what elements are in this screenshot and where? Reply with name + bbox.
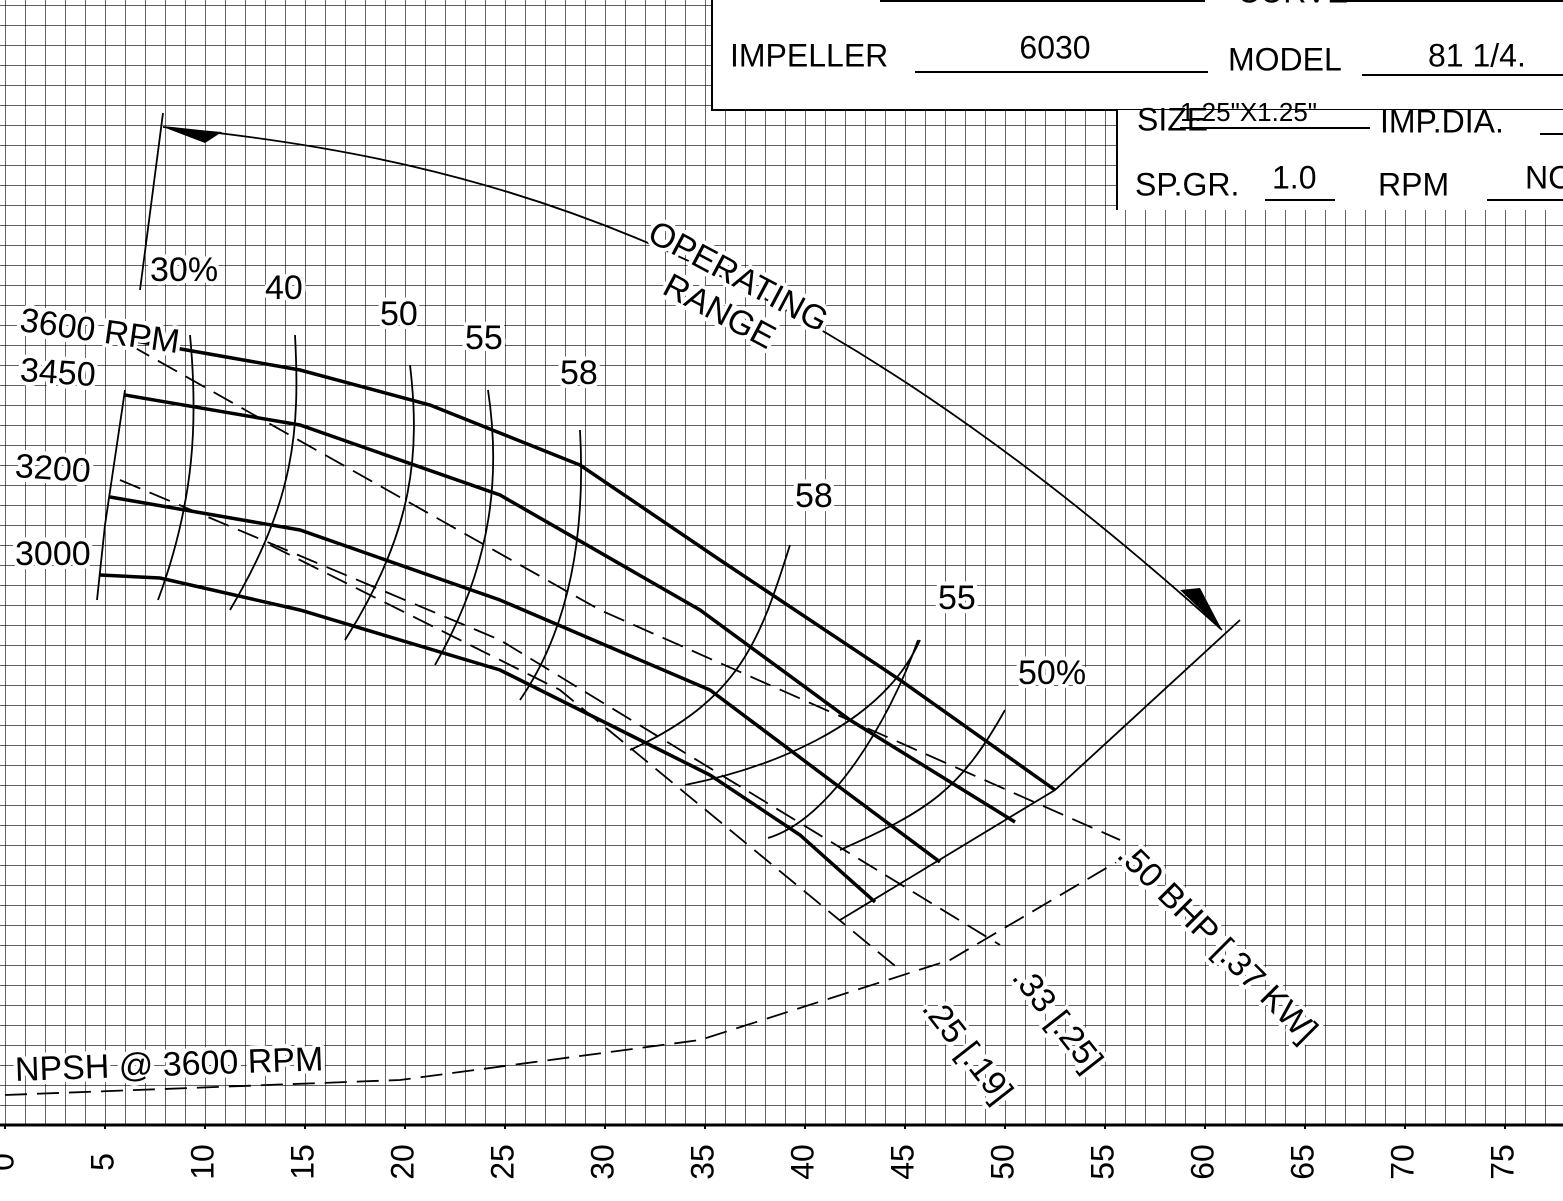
- end-of-curve: [839, 619, 1241, 921]
- contour: [229, 334, 298, 611]
- label: IMP.DIA.: [1380, 103, 1504, 139]
- title-box: [1117, 110, 1563, 210]
- label: SP.GR.: [1135, 166, 1239, 202]
- efficiency-contours: [96, 112, 1241, 921]
- series-line: [99, 573, 877, 904]
- contour: [434, 389, 495, 666]
- value: NC: [1525, 159, 1563, 195]
- x-tick-label: 75: [1484, 1144, 1520, 1180]
- contour: [767, 639, 919, 839]
- series-line: [4, 859, 1121, 1096]
- x-tick-label: 50: [984, 1144, 1020, 1180]
- title-block: CURVE IMPELLER 6030 MODEL 81 1/4. SIZE 1…: [711, 0, 1563, 210]
- annotation: 55: [465, 319, 503, 357]
- value: 1.0: [1272, 159, 1316, 195]
- annotation: 40: [265, 269, 303, 307]
- series-line: [124, 393, 1016, 824]
- label: RPM: [1378, 166, 1449, 202]
- annotation: 3000: [15, 535, 91, 573]
- value: 1.25"X1.25": [1180, 97, 1317, 127]
- series-line: [269, 544, 901, 971]
- contour: [344, 364, 415, 641]
- x-tick-label: 30: [584, 1144, 620, 1180]
- label: CURVE: [1237, 0, 1348, 9]
- x-tick-label: 55: [1084, 1144, 1120, 1180]
- plot: [4, 338, 1506, 1129]
- annotation: 3450: [19, 351, 97, 394]
- value: 6030: [1019, 29, 1090, 65]
- annotation: 3200: [14, 447, 92, 490]
- series-line: [119, 479, 1001, 946]
- label: IMPELLER: [730, 37, 888, 73]
- x-tick-label: 15: [284, 1144, 320, 1180]
- x-tick-label: 65: [1284, 1144, 1320, 1180]
- contour: [839, 709, 1006, 851]
- annotation: NPSH @ 3600 RPM: [14, 1040, 324, 1089]
- annotation: 30%: [150, 251, 218, 289]
- annotation: 50%: [1018, 654, 1086, 692]
- annotation: 55: [938, 579, 976, 617]
- annotation: 58: [560, 354, 598, 392]
- annotation: 50: [380, 295, 418, 333]
- label: MODEL: [1228, 41, 1342, 77]
- x-tick-label: 10: [184, 1144, 220, 1180]
- contour: [629, 544, 921, 786]
- series-line: [129, 338, 1057, 792]
- x-tick-label: 5: [84, 1153, 120, 1171]
- series-line: [109, 495, 942, 864]
- x-tick-label: 60: [1184, 1144, 1220, 1180]
- value: 81 1/4.: [1428, 37, 1526, 73]
- label: SIZE: [1137, 101, 1208, 137]
- contour: [519, 429, 582, 701]
- series-line: [129, 344, 1121, 841]
- operating-range-arrow: [162, 126, 1223, 631]
- annotation: 58: [795, 477, 833, 515]
- x-tick-label: 45: [884, 1144, 920, 1180]
- x-tick-label: 25: [484, 1144, 520, 1180]
- x-tick-label: 70: [1384, 1144, 1420, 1180]
- x-tick-label: 35: [684, 1144, 720, 1180]
- contour: [157, 334, 195, 601]
- contour: [96, 112, 164, 601]
- x-tick-label: 40: [784, 1144, 820, 1180]
- title-box: [711, 0, 1563, 111]
- x-tick-label: 20: [384, 1144, 420, 1180]
- x-tick-label: 0: [0, 1153, 20, 1171]
